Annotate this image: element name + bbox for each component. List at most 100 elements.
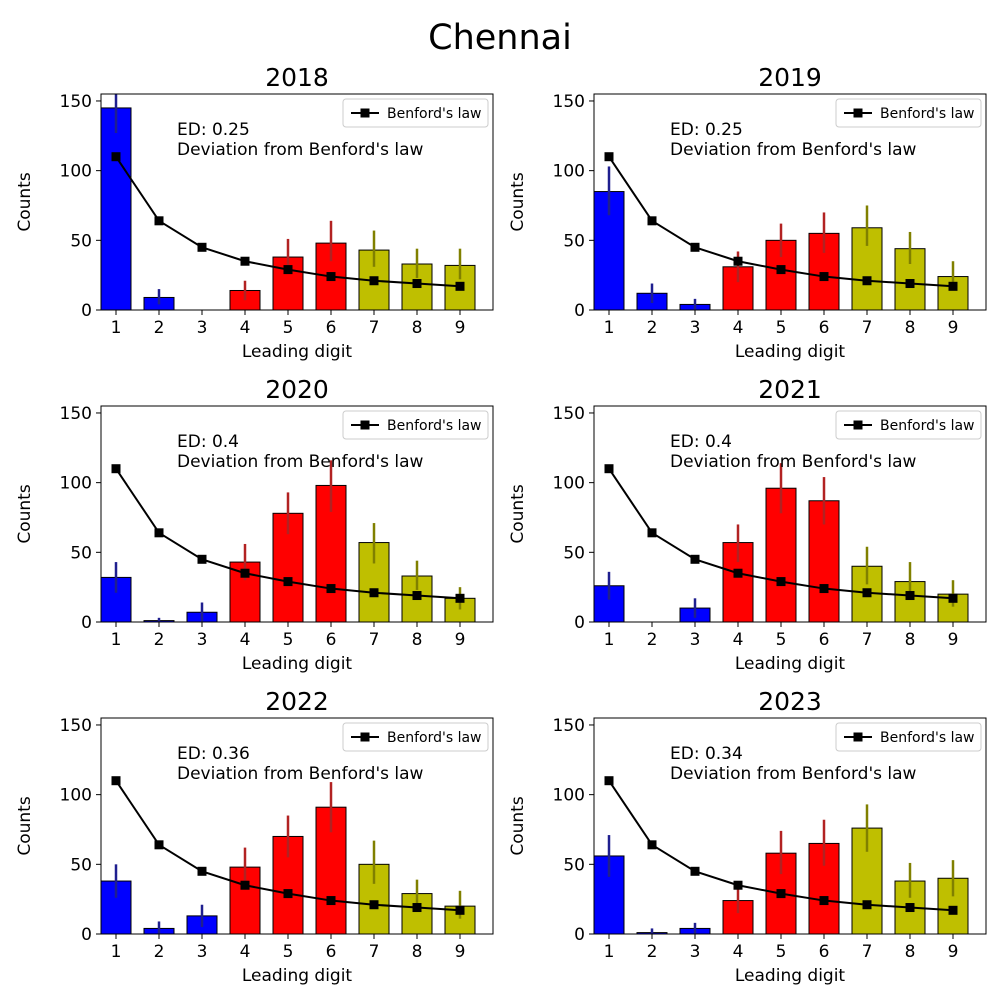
legend: Benford's law: [835, 410, 982, 440]
benford-marker-5: [776, 889, 786, 899]
y-tick-label: 100: [553, 162, 585, 182]
ed-annotation: ED: 0.36: [177, 744, 250, 764]
x-tick-label: 8: [905, 318, 916, 338]
benford-marker-3: [690, 866, 700, 876]
benford-marker-2: [647, 216, 657, 226]
x-tick-label: 2: [647, 318, 658, 338]
benford-marker-3: [690, 242, 700, 252]
x-tick-label: 9: [455, 630, 466, 650]
subplot-2018: 2018 0 50 100 150 1 2 3 4 5 6 7 8 9 Leading digit Count…: [15, 63, 494, 362]
legend-label: Benford's law: [880, 418, 975, 434]
x-tick-label: 3: [197, 630, 208, 650]
x-tick-label: 8: [412, 318, 423, 338]
x-axis-label: Leading digit: [735, 966, 846, 986]
benford-marker-4: [733, 568, 743, 578]
benford-marker-9: [455, 593, 465, 603]
benford-marker-4: [240, 880, 250, 890]
deviation-annotation: Deviation from Benford's law: [177, 452, 424, 472]
subplot-2021: 2021 0 50 100 150 1 2 3 4 5 6 7 8 9 Leading digit Count…: [508, 375, 987, 674]
legend-marker: [360, 732, 370, 742]
legend-label: Benford's law: [387, 106, 482, 122]
y-tick-label: 100: [553, 474, 585, 494]
legend-label: Benford's law: [387, 418, 482, 434]
x-tick-label: 1: [604, 318, 615, 338]
legend-marker: [360, 420, 370, 430]
x-tick-label: 6: [326, 942, 337, 962]
benford-marker-3: [690, 554, 700, 564]
x-tick-label: 7: [369, 942, 380, 962]
benford-marker-4: [240, 256, 250, 266]
legend-label: Benford's law: [880, 730, 975, 746]
axes-frame: [100, 93, 494, 311]
x-axis-label: Leading digit: [735, 342, 846, 362]
x-tick-label: 4: [733, 630, 744, 650]
x-tick-label: 8: [905, 942, 916, 962]
benford-marker-7: [862, 588, 872, 598]
deviation-annotation: Deviation from Benford's law: [177, 140, 424, 160]
subplot-title: 2023: [758, 687, 822, 716]
x-axis-label: Leading digit: [242, 654, 353, 674]
x-tick-label: 2: [154, 318, 165, 338]
benford-marker-2: [154, 528, 164, 538]
x-tick-label: 9: [948, 630, 959, 650]
benford-marker-1: [604, 776, 614, 786]
deviation-annotation: Deviation from Benford's law: [670, 140, 917, 160]
y-axis-label: Counts: [508, 172, 528, 231]
y-tick-label: 50: [70, 231, 92, 251]
benford-marker-1: [111, 152, 121, 162]
x-tick-label: 7: [862, 942, 873, 962]
legend: Benford's law: [835, 98, 982, 128]
y-tick-label: 50: [563, 855, 585, 875]
deviation-annotation: Deviation from Benford's law: [670, 452, 917, 472]
legend: Benford's law: [342, 722, 489, 752]
x-tick-label: 4: [240, 942, 251, 962]
benford-marker-3: [197, 242, 207, 252]
y-tick-label: 150: [553, 404, 585, 424]
benford-marker-2: [154, 840, 164, 850]
deviation-annotation: Deviation from Benford's law: [177, 764, 424, 784]
bar-digit-1: [100, 107, 132, 311]
benford-marker-7: [862, 276, 872, 286]
benford-marker-6: [819, 584, 829, 594]
benford-marker-9: [455, 281, 465, 291]
benford-marker-3: [197, 554, 207, 564]
y-tick-label: 50: [70, 855, 92, 875]
x-tick-label: 2: [154, 942, 165, 962]
x-tick-label: 5: [776, 630, 787, 650]
benford-marker-9: [948, 593, 958, 603]
y-tick-label: 100: [60, 162, 92, 182]
y-axis-label: Counts: [508, 484, 528, 543]
y-tick-label: 0: [574, 301, 585, 321]
x-tick-label: 5: [283, 318, 294, 338]
x-tick-label: 6: [819, 630, 830, 650]
benford-marker-8: [412, 591, 422, 601]
y-tick-label: 50: [70, 543, 92, 563]
axes-frame: [100, 717, 494, 935]
y-axis-label: Counts: [15, 172, 35, 231]
benford-marker-9: [948, 281, 958, 291]
benford-marker-2: [154, 216, 164, 226]
benford-marker-5: [283, 889, 293, 899]
y-tick-label: 100: [60, 786, 92, 806]
legend-label: Benford's law: [387, 730, 482, 746]
legend-marker: [853, 732, 863, 742]
legend: Benford's law: [835, 722, 982, 752]
x-tick-label: 8: [412, 630, 423, 650]
legend-marker: [853, 420, 863, 430]
benford-marker-8: [905, 903, 915, 913]
x-axis-label: Leading digit: [242, 342, 353, 362]
y-tick-label: 150: [60, 716, 92, 736]
benford-marker-7: [369, 276, 379, 286]
subplot-title: 2019: [758, 63, 822, 92]
benford-marker-9: [948, 905, 958, 915]
ed-annotation: ED: 0.25: [177, 120, 250, 140]
y-axis-label: Counts: [508, 796, 528, 855]
x-tick-label: 7: [862, 318, 873, 338]
y-tick-label: 0: [81, 925, 92, 945]
bar-digit-9: [444, 905, 476, 935]
bar-digit-6: [315, 806, 347, 935]
benford-marker-4: [733, 880, 743, 890]
x-tick-label: 8: [412, 942, 423, 962]
ed-annotation: ED: 0.4: [177, 432, 239, 452]
x-tick-label: 4: [240, 318, 251, 338]
